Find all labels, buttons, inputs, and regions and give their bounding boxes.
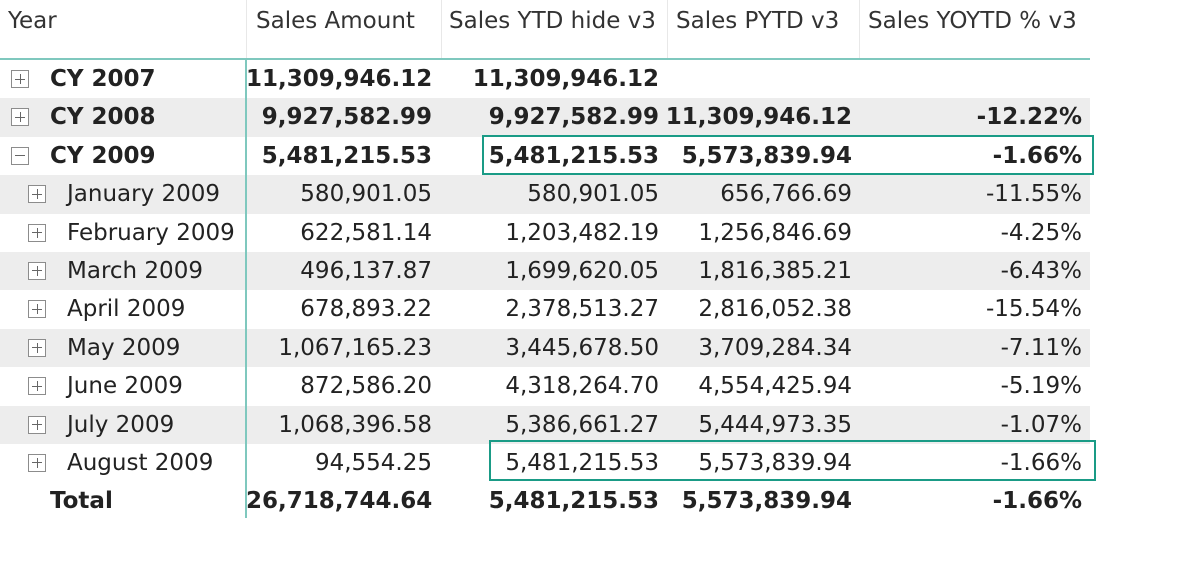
cell-sales-ytd: 5,386,661.27 <box>505 411 659 438</box>
total-sales-ytd: 5,481,215.53 <box>488 488 659 515</box>
row-label: January 2009 <box>67 181 221 208</box>
row-label: April 2009 <box>67 296 186 323</box>
table-row: April 2009 678,893.22 2,378,513.27 2,816… <box>0 290 1090 328</box>
table-row: March 2009 496,137.87 1,699,620.05 1,816… <box>0 251 1090 291</box>
expand-plus-icon[interactable] <box>28 453 46 472</box>
cell-sales-ytd: 580,901.05 <box>527 181 659 208</box>
cell-sales-yoytd: -11.55% <box>986 181 1082 208</box>
cell-sales-yoytd: -1.66% <box>992 142 1082 169</box>
cell-sales-pytd: 3,709,284.34 <box>698 334 852 361</box>
expand-plus-icon[interactable] <box>11 70 29 88</box>
cell-sales-pytd: 2,816,052.38 <box>698 296 852 323</box>
total-sales-pytd: 5,573,839.94 <box>681 488 852 515</box>
row-label: May 2009 <box>67 334 181 361</box>
table-row: CY 2009 5,481,215.53 5,481,215.53 5,573,… <box>0 137 1090 175</box>
cell-sales-amount: 5,481,215.53 <box>261 142 432 169</box>
total-row: Total 26,718,744.64 5,481,215.53 5,573,8… <box>0 482 1090 521</box>
header-sales-pytd[interactable]: Sales PYTD v3 <box>676 8 840 34</box>
cell-sales-ytd: 3,445,678.50 <box>505 334 659 361</box>
cell-sales-pytd: 5,573,839.94 <box>698 449 852 476</box>
cell-sales-pytd: 656,766.69 <box>720 181 852 208</box>
cell-sales-pytd: 1,816,385.21 <box>698 257 852 284</box>
cell-sales-amount: 580,901.05 <box>300 181 432 208</box>
expand-plus-icon[interactable] <box>28 415 46 434</box>
matrix-table: Year Sales Amount Sales YTD hide v3 Sale… <box>0 0 1090 521</box>
table-row: CY 2008 9,927,582.99 9,927,582.99 11,309… <box>0 98 1090 137</box>
cell-sales-ytd: 1,203,482.19 <box>505 219 659 246</box>
table-row: CY 2007 11,309,946.12 11,309,946.12 <box>0 60 1090 98</box>
header-divider <box>246 0 247 58</box>
collapse-minus-icon[interactable] <box>11 146 29 165</box>
row-label: CY 2008 <box>50 104 156 131</box>
cell-sales-pytd: 1,256,846.69 <box>698 219 852 246</box>
header-divider <box>667 0 668 58</box>
cell-sales-pytd: 4,554,425.94 <box>698 373 852 400</box>
expand-plus-icon[interactable] <box>28 223 46 242</box>
cell-sales-amount: 1,068,396.58 <box>278 411 432 438</box>
row-label: March 2009 <box>67 257 203 284</box>
cell-sales-yoytd: -4.25% <box>1000 219 1082 246</box>
table-row: February 2009 622,581.14 1,203,482.19 1,… <box>0 214 1090 252</box>
expand-plus-icon[interactable] <box>28 300 46 319</box>
cell-sales-amount: 94,554.25 <box>314 449 432 476</box>
header-divider <box>441 0 442 58</box>
expand-plus-icon[interactable] <box>11 108 29 127</box>
cell-sales-ytd: 5,481,215.53 <box>488 142 659 169</box>
cell-sales-amount: 9,927,582.99 <box>261 104 432 131</box>
table-row: June 2009 872,586.20 4,318,264.70 4,554,… <box>0 367 1090 405</box>
cell-sales-ytd: 9,927,582.99 <box>488 104 659 131</box>
total-label: Total <box>50 488 113 515</box>
row-label: July 2009 <box>67 411 175 438</box>
cell-sales-amount: 496,137.87 <box>300 257 432 284</box>
cell-sales-amount: 11,309,946.12 <box>246 66 433 92</box>
cell-sales-amount: 872,586.20 <box>300 373 432 400</box>
cell-sales-yoytd: -1.07% <box>1000 411 1082 438</box>
cell-sales-yoytd: -15.54% <box>986 296 1082 323</box>
cell-sales-yoytd: -12.22% <box>976 104 1082 131</box>
cell-sales-pytd: 11,309,946.12 <box>665 104 852 131</box>
column-header-row: Year Sales Amount Sales YTD hide v3 Sale… <box>0 0 1090 60</box>
table-row: May 2009 1,067,165.23 3,445,678.50 3,709… <box>0 328 1090 368</box>
cell-sales-ytd: 1,699,620.05 <box>505 257 659 284</box>
header-sales-ytd[interactable]: Sales YTD hide v3 <box>449 8 656 34</box>
cell-sales-pytd <box>659 60 852 98</box>
total-sales-yoytd: -1.66% <box>992 488 1082 515</box>
highlight-box-cy2009 <box>482 135 1094 175</box>
table-row: July 2009 1,068,396.58 5,386,661.27 5,44… <box>0 405 1090 444</box>
cell-sales-yoytd: -6.43% <box>1000 257 1082 284</box>
header-year[interactable]: Year <box>8 8 57 34</box>
header-divider <box>859 0 860 58</box>
table-row: January 2009 580,901.05 580,901.05 656,7… <box>0 175 1090 214</box>
cell-sales-amount: 678,893.22 <box>300 296 432 323</box>
cell-sales-pytd: 5,444,973.35 <box>698 411 852 438</box>
expand-plus-icon[interactable] <box>28 338 46 357</box>
highlight-box-august-2009 <box>489 440 1096 481</box>
row-label: August 2009 <box>67 449 214 476</box>
cell-sales-yoytd: -1.66% <box>1000 449 1082 476</box>
header-sales-yoytd[interactable]: Sales YOYTD % v3 <box>868 8 1077 34</box>
cell-sales-yoytd: -7.11% <box>1000 334 1082 361</box>
table-row: August 2009 94,554.25 5,481,215.53 5,573… <box>0 444 1090 482</box>
total-sales-amount: 26,718,744.64 <box>246 488 433 515</box>
row-label: June 2009 <box>67 373 183 400</box>
header-sales-amount[interactable]: Sales Amount <box>256 8 415 34</box>
cell-sales-ytd: 5,481,215.53 <box>505 449 659 476</box>
expand-plus-icon[interactable] <box>28 261 46 280</box>
cell-sales-amount: 622,581.14 <box>300 219 432 246</box>
expand-plus-icon[interactable] <box>28 377 46 396</box>
cell-sales-amount: 1,067,165.23 <box>278 334 432 361</box>
row-label: CY 2009 <box>50 142 156 169</box>
row-header-divider <box>245 58 247 518</box>
cell-sales-yoytd <box>852 60 1082 98</box>
row-label: CY 2007 <box>50 66 156 92</box>
cell-sales-ytd: 4,318,264.70 <box>505 373 659 400</box>
expand-plus-icon[interactable] <box>28 185 46 204</box>
cell-sales-yoytd: -5.19% <box>1000 373 1082 400</box>
cell-sales-ytd: 2,378,513.27 <box>505 296 659 323</box>
cell-sales-ytd: 11,309,946.12 <box>472 66 659 92</box>
row-label: February 2009 <box>67 219 235 246</box>
cell-sales-pytd: 5,573,839.94 <box>681 142 852 169</box>
